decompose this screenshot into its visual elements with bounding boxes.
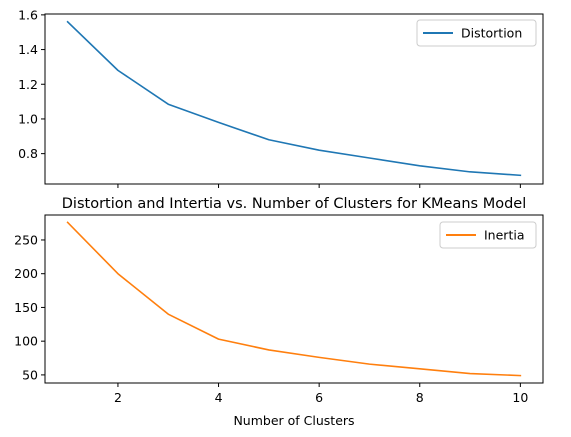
inertia-y-tick-label: 150 — [14, 300, 38, 315]
distortion-y-tick-label: 0.8 — [18, 146, 38, 161]
inertia-legend-box — [439, 221, 537, 249]
inertia-y-tick-label: 250 — [14, 232, 38, 247]
inertia-subplot: 50 100 150 200 250 2 4 6 8 10 Inertia Number of C… — [14, 214, 544, 428]
inertia-x-tick-label: 10 — [512, 390, 528, 405]
distortion-y-tick-label: 1.4 — [18, 42, 38, 57]
distortion-y-tick-label: 1.2 — [18, 77, 38, 92]
inertia-x-tick-label: 2 — [114, 390, 122, 405]
distortion-plot-frame — [44, 13, 544, 185]
inertia-x-tick-label: 6 — [315, 390, 323, 405]
distortion-y-tick-label: 1.0 — [18, 111, 38, 126]
distortion-y-tick-label: 1.6 — [18, 7, 38, 22]
distortion-legend-box — [416, 19, 537, 47]
distortion-subplot: 0.8 1.0 1.2 1.4 1.6 Distortion — [18, 7, 544, 188]
inertia-y-tick-label: 50 — [22, 367, 38, 382]
inertia-y-tick-label: 200 — [14, 266, 38, 281]
inertia-legend: Inertia — [439, 221, 537, 249]
inertia-legend-label: Inertia — [484, 228, 524, 243]
x-axis-label: Number of Clusters — [233, 413, 354, 428]
inertia-plot-frame — [44, 214, 544, 384]
distortion-legend-label: Distortion — [461, 26, 522, 41]
inertia-series-line — [66, 221, 522, 377]
inertia-y-tick-label: 100 — [14, 334, 38, 349]
distortion-legend: Distortion — [416, 19, 537, 47]
inertia-x-tick-label: 8 — [416, 390, 424, 405]
distortion-series-line — [66, 20, 522, 177]
inertia-x-tick-label: 4 — [215, 390, 223, 405]
chart-title: Distortion and Intertia vs. Number of Cl… — [62, 196, 526, 212]
